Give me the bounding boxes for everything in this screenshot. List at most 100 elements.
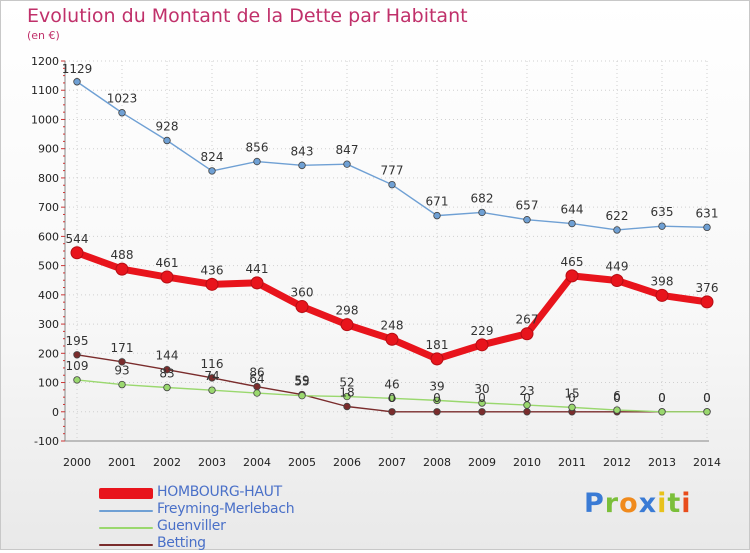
data-label: 847 (336, 143, 359, 157)
data-point (118, 109, 126, 117)
data-point (568, 403, 576, 412)
data-label: 267 (516, 313, 539, 327)
data-label: 0 (658, 391, 666, 405)
data-label: 0 (478, 391, 486, 405)
data-label: 436 (201, 263, 224, 277)
data-label: 83 (159, 367, 174, 381)
data-label: 229 (471, 324, 494, 338)
x-tick-label: 2000 (63, 456, 91, 469)
y-tick-label: 300 (38, 318, 59, 331)
data-label: 144 (156, 349, 179, 363)
data-point (703, 408, 711, 416)
data-label: 449 (606, 260, 629, 274)
legend-swatch (99, 510, 153, 512)
x-tick-label: 2003 (198, 456, 226, 469)
data-point (298, 161, 306, 170)
x-tick-label: 2014 (693, 456, 721, 469)
data-point (478, 399, 486, 407)
data-label: 928 (156, 120, 179, 134)
data-label: 59 (294, 374, 309, 388)
data-label: 171 (111, 341, 134, 355)
data-label-layer: 544 488 461 436 441 360 298 248 181 229 267 465 449 3… (62, 62, 719, 405)
data-point (73, 351, 81, 359)
x-tick-label: 2005 (288, 456, 316, 469)
data-label: 30 (474, 382, 489, 396)
data-point (298, 391, 306, 400)
data-label: 195 (66, 334, 89, 348)
data-point (478, 208, 486, 217)
data-label: 86 (249, 366, 264, 380)
x-tick-label: 2009 (468, 456, 496, 469)
data-point (343, 160, 351, 168)
y-tick-label: 800 (38, 172, 59, 185)
data-point (73, 376, 81, 384)
data-label: 181 (426, 338, 449, 352)
data-label: 843 (291, 144, 314, 158)
data-label: 64 (249, 372, 264, 386)
data-label: 671 (426, 195, 449, 209)
x-tick-label: 2008 (423, 456, 451, 469)
data-point (388, 408, 396, 416)
data-point (343, 392, 351, 401)
data-label: 0 (388, 391, 396, 405)
chart-subtitle: (en €) (27, 29, 60, 42)
x-tick-label: 2006 (333, 456, 361, 469)
y-tick-label: 400 (38, 289, 59, 302)
logo-letter: i (657, 488, 668, 519)
legend-label: Freyming-Merlebach (157, 501, 295, 517)
data-label: 116 (201, 357, 224, 371)
data-label: 824 (201, 150, 224, 164)
data-label: 0 (658, 391, 666, 405)
data-point (568, 219, 576, 228)
y-tick-label: -100 (34, 435, 59, 448)
data-point (208, 386, 216, 394)
data-point (523, 408, 531, 416)
data-point (295, 300, 309, 314)
data-label: 856 (246, 141, 269, 155)
data-label: 248 (381, 318, 404, 332)
data-point (340, 318, 354, 332)
data-point (658, 408, 666, 416)
data-point (703, 223, 711, 232)
data-point (433, 408, 441, 416)
data-point (118, 358, 126, 366)
data-label: 46 (384, 377, 399, 391)
data-label: 1129 (62, 62, 93, 76)
data-label: 18 (339, 386, 354, 400)
logo-letter: r (604, 488, 620, 519)
legend-swatch (99, 544, 153, 546)
legend-label: Guenviller (157, 518, 226, 534)
logo-letter: o (619, 488, 639, 519)
data-point (478, 408, 486, 416)
x-tick-label: 2007 (378, 456, 406, 469)
y-tick-label: 1000 (31, 113, 59, 126)
data-label: 23 (519, 384, 534, 398)
data-point (163, 365, 171, 374)
legend-label: HOMBOURG-HAUT (157, 484, 282, 500)
y-tick-label: 500 (38, 260, 59, 273)
data-point (253, 389, 261, 397)
data-label: 441 (246, 262, 269, 276)
data-label: 298 (336, 304, 359, 318)
data-label: 1023 (107, 92, 138, 106)
data-point (343, 402, 351, 411)
data-point (523, 401, 531, 409)
x-tick-label: 2013 (648, 456, 676, 469)
x-tick-label: 2010 (513, 456, 541, 469)
data-point (523, 216, 531, 224)
data-point (700, 295, 714, 309)
x-tick-label: 2004 (243, 456, 271, 469)
series-line (76, 81, 708, 231)
y-tick-label: 600 (38, 230, 59, 243)
data-point (475, 338, 489, 352)
data-point (250, 276, 264, 290)
logo-letter: x (638, 488, 658, 519)
logo-letter: t (667, 488, 682, 519)
data-point (388, 394, 396, 403)
legend-label: Betting (157, 535, 206, 551)
data-label: 15 (564, 386, 579, 400)
data-label: 544 (66, 232, 89, 246)
legend-swatch (99, 488, 153, 499)
